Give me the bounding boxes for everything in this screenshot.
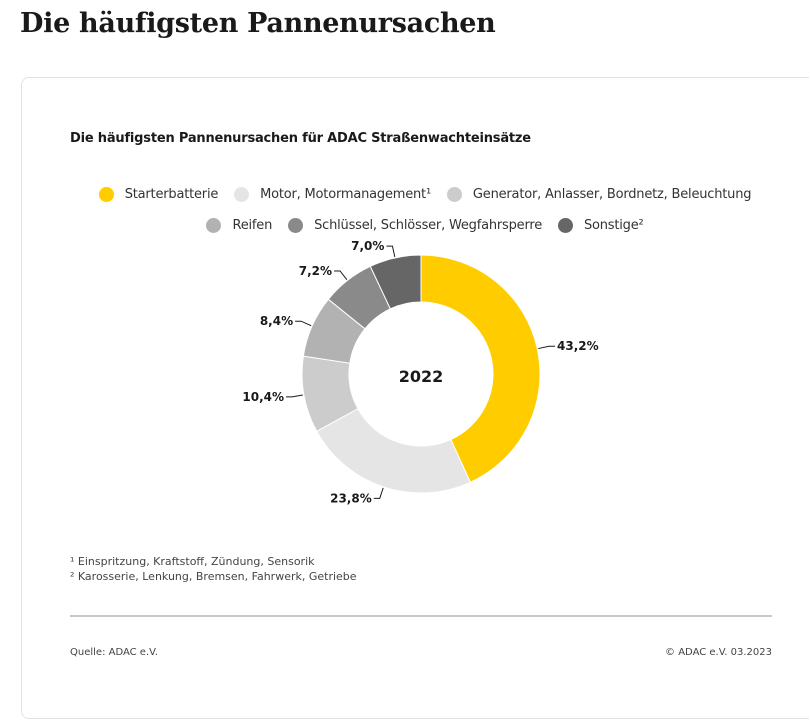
legend-item-sonstige[interactable]: Sonstige² <box>557 212 644 239</box>
legend-item-generator[interactable]: Generator, Anlasser, Bordnetz, Beleuchtu… <box>446 181 752 208</box>
chart-title: Die häufigsten Pannenursachen für ADAC S… <box>70 131 531 146</box>
legend-label: Generator, Anlasser, Bordnetz, Beleuchtu… <box>472 187 752 202</box>
donut-chart: 43,2% 23,8% 10,4% 8,4% 7,2% 7,0% 2022 <box>242 239 599 505</box>
leader-line <box>373 487 384 499</box>
legend-label: Sonstige² <box>583 218 644 233</box>
chart-card <box>21 77 809 719</box>
page-title: Die häufigsten Pannenursachen <box>20 8 496 39</box>
legend-row: Starterbatterie Motor, Motormanagement¹ … <box>60 181 790 212</box>
legend-swatch <box>98 187 114 202</box>
chart-legend: Starterbatterie Motor, Motormanagement¹ … <box>60 181 790 243</box>
leader-line <box>386 245 396 257</box>
legend-row: Reifen Schlüssel, Schlösser, Wegfahrsper… <box>60 212 790 243</box>
footnote-1: ¹ Einspritzung, Kraftstoff, Zündung, Sen… <box>70 555 315 568</box>
legend-label: Schlüssel, Schlösser, Wegfahrsperre <box>314 218 543 233</box>
footnote-2: ² Karosserie, Lenkung, Bremsen, Fahrwerk… <box>70 570 357 583</box>
source-note: Quelle: ADAC e.V. <box>70 647 158 658</box>
legend-swatch <box>206 218 222 233</box>
legend-swatch <box>557 218 573 233</box>
leader-line <box>538 345 556 350</box>
data-label-sonstige: 7,0% <box>351 239 384 253</box>
data-label-starterbatterie: 43,2% <box>557 339 599 353</box>
legend-label: Starterbatterie <box>124 187 219 202</box>
legend-label: Reifen <box>232 218 273 233</box>
legend-swatch <box>288 218 304 233</box>
donut-slice-starterbatterie[interactable] <box>420 254 541 483</box>
legend-item-motor[interactable]: Motor, Motormanagement¹ <box>234 181 431 208</box>
data-label-schluessel: 7,2% <box>299 264 332 278</box>
legend-item-starterbatterie[interactable]: Starterbatterie <box>98 181 219 208</box>
leader-line <box>295 320 312 327</box>
leader-line <box>286 394 303 398</box>
center-label: 2022 <box>399 367 444 386</box>
legend-label: Motor, Motormanagement¹ <box>260 187 431 202</box>
footnotes: ¹ Einspritzung, Kraftstoff, Zündung, Sen… <box>70 554 357 584</box>
legend-swatch <box>234 187 250 202</box>
data-label-generator: 10,4% <box>242 390 284 404</box>
legend-swatch <box>446 187 462 202</box>
data-label-motor: 23,8% <box>330 491 372 505</box>
donut-slice-motor[interactable] <box>316 408 471 494</box>
legend-item-schluessel[interactable]: Schlüssel, Schlösser, Wegfahrsperre <box>288 212 542 239</box>
data-label-reifen: 8,4% <box>260 314 293 328</box>
leader-line <box>334 270 348 280</box>
donut-slice-sonstige[interactable] <box>369 254 422 310</box>
divider <box>70 615 772 617</box>
legend-item-reifen[interactable]: Reifen <box>206 212 272 239</box>
copyright-note: © ADAC e.V. 03.2023 <box>665 647 772 658</box>
